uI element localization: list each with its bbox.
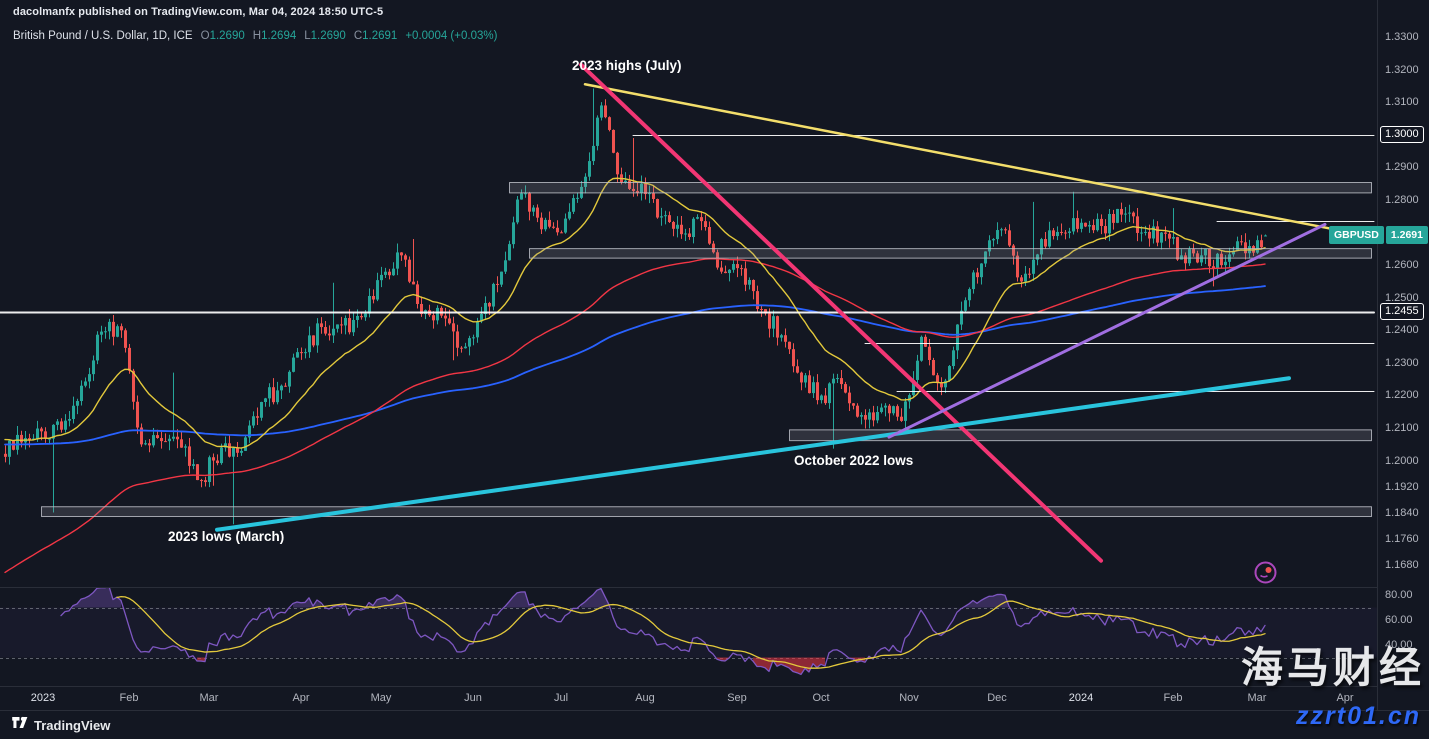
time-tick: Apr — [1336, 692, 1354, 704]
bottom-bar: TradingView — [0, 710, 1429, 739]
price-tick: 1.2400 — [1385, 324, 1419, 337]
symbol-bar: British Pound / U.S. Dollar, 1D, ICE O1.… — [13, 30, 497, 42]
price-tick: 1.1760 — [1385, 532, 1419, 545]
price-chart-canvas[interactable] — [0, 0, 1377, 710]
time-tick: Mar — [199, 692, 219, 704]
time-tick: Mar — [1247, 692, 1267, 704]
time-tick: Nov — [899, 692, 919, 704]
time-tick: May — [370, 692, 392, 704]
price-tick: 1.2300 — [1385, 356, 1419, 369]
price-tick: 1.1680 — [1385, 558, 1419, 571]
time-tick: Sep — [727, 692, 747, 704]
change-value: +0.0004 (+0.03%) — [405, 30, 498, 42]
time-tick: Feb — [1163, 692, 1183, 704]
ohlc-high: H1.2694 — [252, 30, 297, 42]
time-tick: Aug — [635, 692, 655, 704]
price-tick: 1.2000 — [1385, 454, 1419, 467]
price-axis[interactable]: 1.3000 1.2455 1.3300 1.3200 1.3100 1.2900 1.… — [1377, 0, 1429, 710]
price-tick: 1.2900 — [1385, 161, 1419, 174]
price-line-label-1-3000: 1.3000 — [1380, 125, 1424, 143]
price-tick: 1.3100 — [1385, 96, 1419, 109]
ohlc-close: C1.2691 — [353, 30, 398, 42]
ohlc-open: O1.2690 — [200, 30, 245, 42]
price-tick: 1.1840 — [1385, 506, 1419, 519]
time-tick: Jun — [464, 692, 482, 704]
price-tick: 1.3200 — [1385, 63, 1419, 76]
publisher-line: dacolmanfx published on TradingView.com,… — [13, 6, 384, 18]
price-tick: 1.2200 — [1385, 389, 1419, 402]
time-tick: Oct — [812, 692, 830, 704]
time-tick: 2024 — [1068, 692, 1094, 704]
price-tick: 1.2100 — [1385, 422, 1419, 435]
annotation-2023-highs: 2023 highs (July) — [572, 58, 682, 73]
time-tick: Apr — [292, 692, 310, 704]
watermark-text: 海马财经 — [1240, 644, 1425, 691]
price-tick: 1.2500 — [1385, 291, 1419, 304]
rsi-tick: 40.00 — [1385, 639, 1413, 651]
price-tick: 1.3300 — [1385, 31, 1419, 43]
rsi-tick: 60.00 — [1385, 614, 1413, 626]
price-line-label-1-2455: 1.2455 — [1380, 303, 1424, 321]
price-tick: 1.2800 — [1385, 193, 1419, 206]
tradingview-link[interactable]: TradingView — [11, 714, 110, 736]
badge-symbol-label: GBPUSD — [1328, 226, 1384, 245]
price-tick: 1.1920 — [1385, 480, 1419, 493]
badge-price-value: 1.2691 — [1385, 226, 1428, 245]
ohlc-low: L1.2690 — [304, 30, 346, 42]
time-tick: Feb — [119, 692, 139, 704]
time-tick: Dec — [987, 692, 1007, 704]
tradingview-logo-icon — [11, 714, 28, 736]
annotation-october-2022-lows: October 2022 lows — [794, 453, 914, 468]
time-tick: 2023 — [30, 692, 56, 704]
time-axis[interactable]: 2023 Feb Mar Apr May Jun Jul Aug Sep Oct Nov Dec 202… — [0, 687, 1377, 710]
last-price-badge: GBPUSD 1.2691 — [1328, 226, 1428, 245]
chart-emoji-sticker-icon — [1253, 560, 1278, 590]
tradingview-brand-text: TradingView — [34, 717, 111, 733]
annotation-2023-lows: 2023 lows (March) — [168, 529, 285, 544]
watermark-url: zzrt01.cn — [1296, 702, 1421, 730]
symbol-title: British Pound / U.S. Dollar, 1D, ICE — [13, 30, 193, 42]
time-tick: Jul — [553, 692, 569, 704]
rsi-tick: 80.00 — [1385, 589, 1413, 601]
price-tick: 1.2600 — [1385, 259, 1419, 272]
